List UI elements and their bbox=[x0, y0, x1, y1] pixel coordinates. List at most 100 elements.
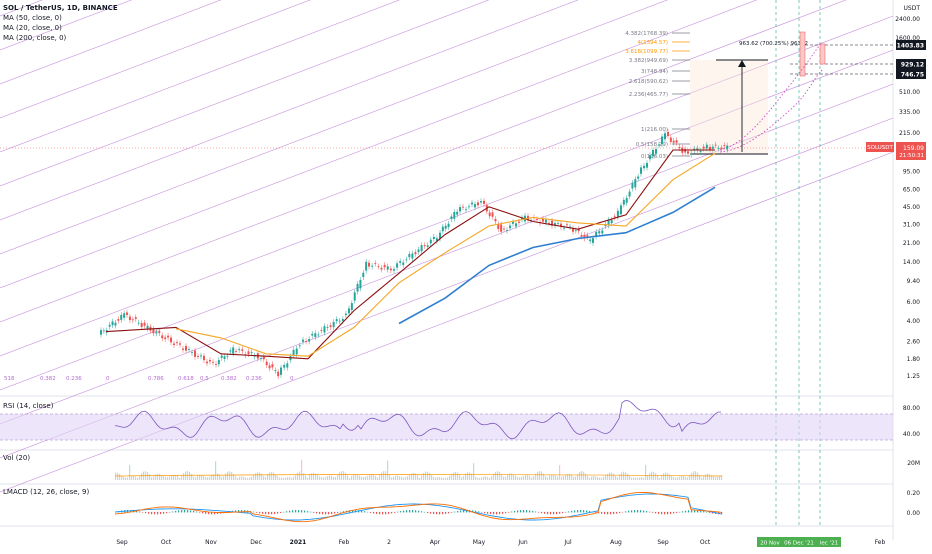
fib-level-label: 2.618(590.62) bbox=[629, 79, 668, 85]
candle-body bbox=[453, 212, 455, 219]
macd-histogram-bar bbox=[274, 512, 275, 514]
macd-histogram-bar bbox=[619, 512, 620, 513]
macd-histogram-bar bbox=[544, 512, 545, 514]
volume-bar bbox=[141, 473, 142, 480]
macd-histogram-bar bbox=[301, 510, 302, 512]
volume-bar bbox=[649, 473, 650, 480]
volume-bar bbox=[279, 478, 280, 480]
candle-body bbox=[629, 192, 631, 197]
volume-bar bbox=[299, 472, 300, 480]
rsi-pane-label[interactable]: RSI (14, close) bbox=[3, 402, 53, 410]
candle-body bbox=[678, 147, 680, 148]
volume-bar bbox=[135, 477, 136, 480]
macd-histogram-bar bbox=[580, 510, 581, 512]
volume-bar bbox=[683, 476, 684, 480]
volume-bar bbox=[215, 461, 216, 480]
macd-histogram-bar bbox=[331, 512, 332, 514]
volume-bar bbox=[457, 473, 458, 480]
volume-bar bbox=[475, 477, 476, 480]
volume-bar bbox=[589, 478, 590, 480]
volume-bar bbox=[537, 472, 538, 480]
macd-histogram-bar bbox=[292, 510, 293, 512]
candle-body bbox=[381, 268, 383, 270]
candle-body bbox=[299, 345, 301, 346]
candle-body bbox=[480, 201, 482, 202]
macd-histogram-bar bbox=[661, 512, 662, 514]
currency-label: USDT bbox=[904, 5, 921, 12]
macd-histogram-bar bbox=[646, 511, 647, 512]
macd-histogram-bar bbox=[175, 511, 176, 513]
candle-body bbox=[197, 356, 199, 357]
volume-bar bbox=[561, 477, 562, 480]
price-tick: 4.00 bbox=[907, 318, 921, 325]
volume-bar bbox=[351, 476, 352, 480]
volume-bar bbox=[231, 472, 232, 480]
volume-bar bbox=[159, 474, 160, 480]
candle-body bbox=[631, 183, 633, 189]
macd-histogram-bar bbox=[253, 512, 254, 513]
volume-bar bbox=[449, 476, 450, 480]
volume-bar bbox=[679, 477, 680, 480]
volume-bar bbox=[245, 477, 246, 480]
macd-histogram-bar bbox=[640, 510, 641, 512]
indicator-ma200-label[interactable]: MA (200, close, 0) bbox=[3, 34, 66, 43]
volume-bar bbox=[149, 474, 150, 480]
candle-body bbox=[634, 179, 636, 187]
candle-body bbox=[536, 219, 538, 220]
time-tick: Feb bbox=[339, 539, 350, 546]
candle-body bbox=[203, 356, 205, 360]
candle-body bbox=[241, 349, 243, 351]
volume-bar bbox=[283, 478, 284, 480]
volume-bar bbox=[327, 476, 328, 480]
volume-bar bbox=[393, 477, 394, 480]
vol-pane-label[interactable]: Vol (20) bbox=[3, 454, 30, 462]
macd-histogram-bar bbox=[487, 512, 488, 514]
volume-bar bbox=[545, 476, 546, 480]
volume-bar bbox=[385, 471, 386, 480]
volume-bar bbox=[549, 475, 550, 480]
candle-body bbox=[323, 326, 325, 332]
volume-bar bbox=[547, 477, 548, 480]
ma200-line bbox=[399, 187, 715, 323]
macd-pane-label[interactable]: LMACD (12, 26, close, 9) bbox=[3, 488, 89, 496]
volume-bar bbox=[163, 476, 164, 480]
macd-histogram-bar bbox=[454, 512, 455, 513]
macd-histogram-bar bbox=[184, 510, 185, 512]
volume-bar bbox=[575, 477, 576, 480]
countdown-text: 21:50:31 bbox=[899, 153, 924, 159]
macd-histogram-bar bbox=[451, 512, 452, 513]
rsi-tick: 80.00 bbox=[903, 405, 920, 412]
candle-body bbox=[209, 360, 211, 362]
macd-histogram-bar bbox=[199, 512, 200, 513]
volume-bar bbox=[399, 476, 400, 480]
indicator-ma50-label[interactable]: MA (50, close, 0) bbox=[3, 14, 62, 23]
candle-body bbox=[296, 349, 298, 355]
candle-body bbox=[563, 228, 565, 229]
volume-bar bbox=[629, 476, 630, 480]
macd-histogram-bar bbox=[502, 512, 503, 514]
volume-bar bbox=[633, 478, 634, 480]
candle-body bbox=[135, 317, 137, 319]
volume-bar bbox=[147, 472, 148, 480]
volume-bar bbox=[371, 474, 372, 480]
macd-histogram-bar bbox=[490, 512, 491, 514]
volume-bar bbox=[613, 474, 614, 480]
candle-body bbox=[327, 327, 329, 328]
candle-body bbox=[575, 230, 577, 231]
candle-body bbox=[283, 365, 285, 368]
macd-histogram-bar bbox=[706, 512, 707, 513]
candle-body bbox=[465, 209, 467, 210]
signal-line bbox=[115, 492, 721, 521]
volume-bar bbox=[383, 471, 384, 480]
candle-body bbox=[348, 308, 350, 313]
macd-histogram-bar bbox=[409, 510, 410, 512]
volume-bar bbox=[467, 472, 468, 480]
volume-bar bbox=[133, 476, 134, 480]
rsi-tick: 40.00 bbox=[903, 431, 920, 438]
candle-body bbox=[182, 349, 184, 350]
macd-histogram-bar bbox=[295, 510, 296, 512]
volume-bar bbox=[339, 472, 340, 480]
volume-bar bbox=[551, 475, 552, 480]
macd-histogram-bar bbox=[613, 512, 614, 514]
indicator-ma20-label[interactable]: MA (20, close, 0) bbox=[3, 24, 62, 33]
